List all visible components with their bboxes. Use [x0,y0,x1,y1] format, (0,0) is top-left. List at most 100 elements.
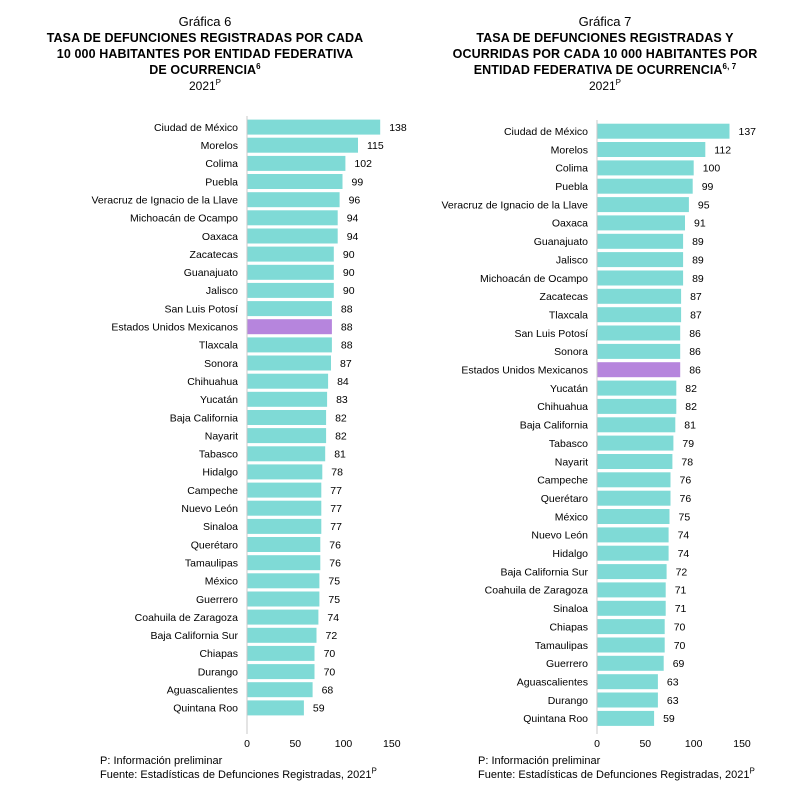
category-label: Morelos [201,140,238,152]
category-label: Tabasco [549,438,588,450]
value-label: 74 [327,612,339,624]
value-label: 63 [667,677,679,689]
x-tick-label: 150 [383,738,401,750]
bar [247,482,322,498]
x-tick-label: 100 [335,738,353,750]
bar-national [247,319,332,335]
category-label: Estados Unidos Mexicanos [111,322,238,334]
chart-title-line: TASA DE DEFUNCIONES REGISTRADAS POR CADA [46,31,364,45]
bar-chart-left: Ciudad de México 138 Morelos 115 Colima 102 Pu… [91,116,407,750]
value-label: 89 [692,254,704,266]
category-label: Colima [205,158,238,170]
value-label: 88 [341,340,353,352]
bar [597,692,658,708]
year-text: 2021 [588,79,616,93]
category-label: Aguascalientes [167,685,238,697]
bar [597,655,664,671]
category-label: Colima [555,163,588,175]
value-label: 112 [714,144,731,156]
value-label: 70 [674,621,686,633]
value-label: 74 [678,530,690,542]
bar-national [597,362,681,378]
chart-year: 2021P [40,78,370,94]
preliminary-note: P: Información preliminar [100,755,223,767]
value-label: 77 [330,503,342,515]
category-label: Tamaulipas [535,640,588,652]
bar [247,664,315,680]
category-label: Campeche [537,475,588,487]
category-label: Puebla [205,176,238,188]
value-label: 115 [367,140,384,152]
bar [247,228,338,244]
bar [247,192,340,208]
value-label: 82 [685,383,697,395]
category-label: Sinaloa [553,603,588,615]
bar [597,160,694,176]
x-tick-label: 50 [289,738,301,750]
value-label: 91 [694,218,706,230]
bar [247,573,320,589]
chart-title-line-text: DE OCURRENCIA [149,63,257,77]
category-label: San Luis Potosí [164,303,238,315]
category-label: Aguascalientes [517,677,588,689]
chart-header-left: Gráfica 6 TASA DE DEFUNCIONES REGISTRADA… [40,14,370,94]
category-label: Yucatán [200,394,238,406]
bar [597,472,671,488]
category-label: Chihuahua [187,376,238,388]
value-label: 76 [329,539,341,551]
bar [247,537,321,552]
category-label: Guanajuato [184,267,238,279]
value-label: 70 [674,640,686,652]
bar [247,555,321,571]
chart-title-line: 10 000 HABITANTES POR ENTIDAD FEDERATIVA [56,47,354,61]
value-label: 86 [689,365,701,377]
value-label: 69 [673,658,685,670]
bar [247,410,327,425]
category-label: Veracruz de Ignacio de la Llave [91,195,238,207]
category-label: Puebla [555,181,588,193]
bar [597,637,665,653]
bar [597,545,669,561]
value-label: 63 [667,695,679,707]
bar [597,123,730,139]
bar [597,674,658,690]
value-label: 72 [676,566,688,578]
category-label: Jalisco [206,285,238,297]
category-label: Baja California Sur [500,566,588,578]
category-label: Michoacán de Ocampo [130,213,238,225]
value-label: 100 [703,163,721,175]
value-label: 76 [680,493,692,505]
chart-year: 2021P [420,78,790,94]
bar [597,197,689,213]
value-label: 137 [739,126,757,138]
bar [597,142,706,157]
bar [247,119,381,135]
category-label: San Luis Potosí [514,328,588,340]
bar [247,591,320,607]
bar [597,582,666,598]
category-label: Querétaro [541,493,588,505]
bar [597,454,673,469]
chart-number-label: Gráfica 7 [578,14,632,29]
value-label: 71 [675,603,687,615]
preliminary-note: P: Información preliminar [478,755,601,767]
category-label: Baja California Sur [150,630,238,642]
category-label: Chihuahua [537,401,588,413]
bar [247,700,304,716]
source-marker: P [371,766,377,776]
preliminary-marker: P [215,78,222,87]
category-label: Chiapas [199,648,238,660]
value-label: 94 [347,213,359,225]
category-label: Guanajuato [534,236,588,248]
category-label: Ciudad de México [504,126,588,138]
category-label: Baja California [520,420,588,432]
category-label: Michoacán de Ocampo [480,273,588,285]
value-label: 138 [389,122,407,134]
preliminary-marker: P [615,78,622,87]
bar [597,233,684,249]
bar [247,155,346,171]
x-tick-label: 100 [685,738,703,750]
value-label: 79 [682,438,694,450]
value-label: 84 [337,376,349,388]
category-label: Nayarit [205,430,238,442]
